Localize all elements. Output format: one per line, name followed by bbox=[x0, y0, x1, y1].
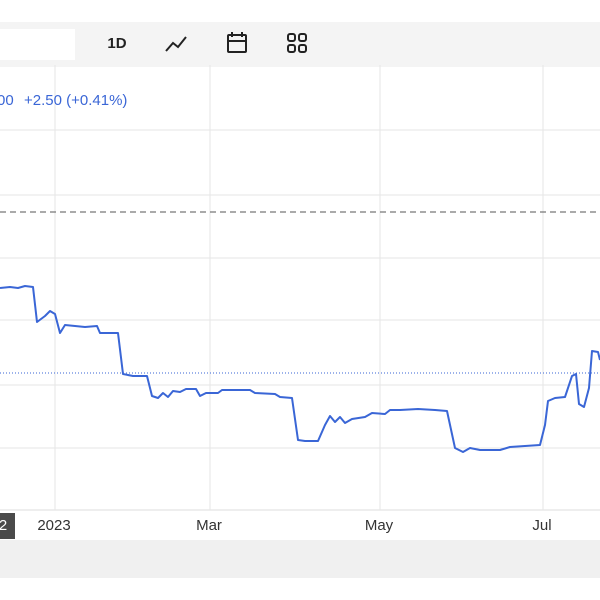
interval-button[interactable]: 1D bbox=[107, 35, 126, 52]
crosshair-label: 2 bbox=[0, 517, 7, 534]
search-box[interactable] bbox=[0, 29, 75, 60]
crosshair-label-bg bbox=[0, 513, 15, 539]
layout-icon[interactable] bbox=[287, 33, 307, 53]
legend-price: 00 bbox=[0, 92, 14, 109]
scroll-bar[interactable] bbox=[0, 540, 600, 578]
price-line bbox=[0, 285, 600, 453]
x-tick-label: May bbox=[365, 517, 394, 534]
calendar-icon[interactable] bbox=[227, 32, 247, 53]
legend-change: +2.50 (+0.41%) bbox=[24, 92, 127, 109]
x-tick-label: 2023 bbox=[37, 517, 70, 534]
chart-type-icon[interactable] bbox=[165, 36, 187, 52]
x-tick-label: Jul bbox=[532, 517, 551, 534]
x-tick-label: Mar bbox=[196, 517, 222, 534]
